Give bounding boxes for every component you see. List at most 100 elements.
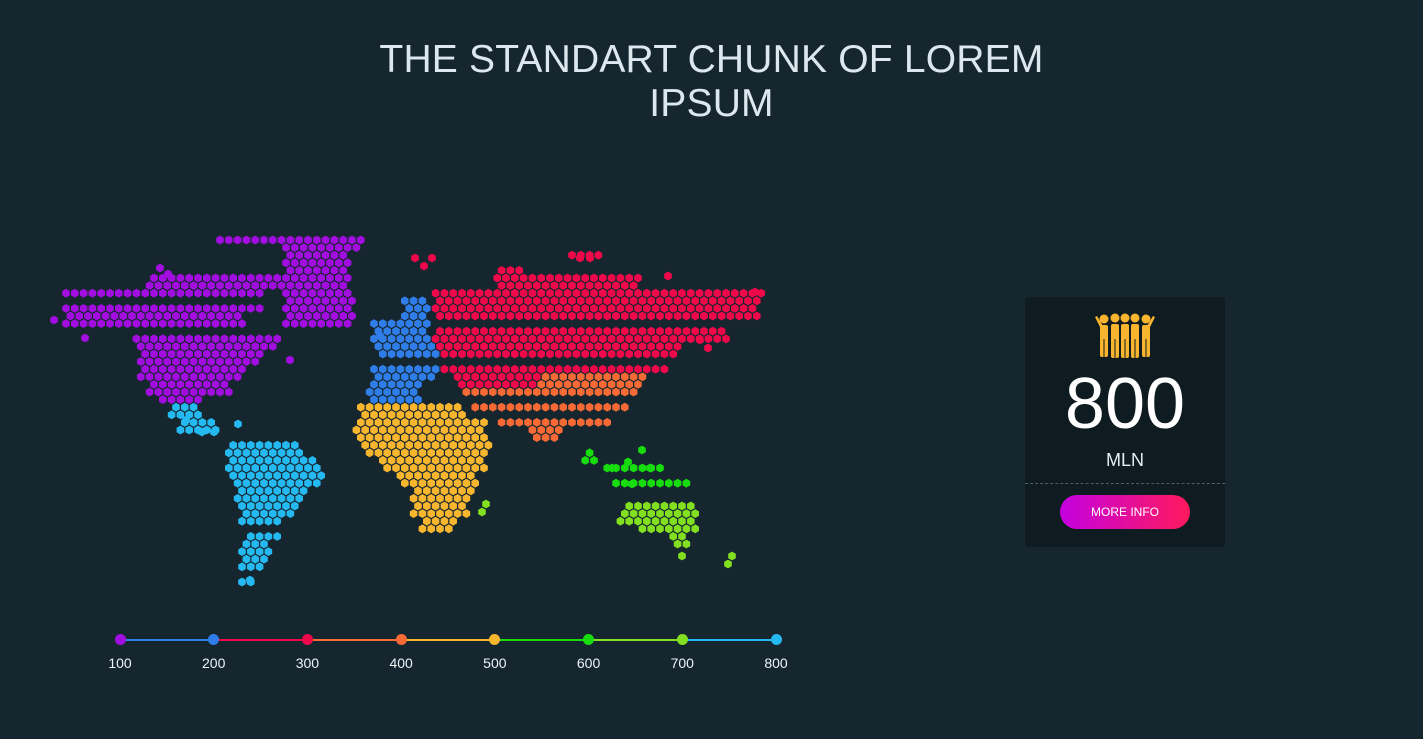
- map-hex-russia-asia: [581, 304, 589, 313]
- map-hex-south-america: [260, 494, 268, 503]
- map-hex-europe: [383, 326, 391, 336]
- map-hex-north-america: [220, 349, 229, 359]
- map-hex-russia-asia: [621, 281, 629, 290]
- map-hex-south-america: [198, 418, 207, 427]
- map-hex-north-america: [317, 258, 325, 268]
- map-hex-russia-asia: [731, 288, 739, 298]
- map-hex-australia: [634, 501, 642, 511]
- timeline-track-segment: [307, 638, 402, 641]
- map-hex-australia: [660, 501, 669, 511]
- map-hex-africa: [414, 425, 422, 435]
- map-hex-africa: [458, 440, 466, 450]
- map-hex-southeast-asia: [638, 478, 647, 488]
- map-hex-russia-asia: [502, 364, 510, 374]
- map-hex-north-america: [321, 266, 330, 275]
- timeline-label-600: 600: [576, 655, 601, 671]
- map-hex-russia-asia: [511, 380, 519, 389]
- map-hex-russia-asia: [634, 304, 642, 313]
- timeline-track-segment: [588, 638, 683, 641]
- map-hex-africa: [445, 433, 453, 442]
- map-hex-europe: [414, 364, 422, 374]
- map-hex-south-america: [286, 494, 295, 503]
- map-hex-australia: [724, 559, 732, 569]
- map-hex-north-america: [295, 235, 303, 245]
- timeline-point-400[interactable]: [395, 634, 407, 645]
- map-hex-africa: [458, 501, 466, 511]
- map-hex-russia-asia: [722, 334, 730, 344]
- map-hex-south-america: [242, 463, 251, 473]
- map-hex-europe: [401, 342, 409, 351]
- map-hex-russia-asia: [519, 349, 528, 359]
- map-hex-south-america: [238, 547, 246, 556]
- timeline-point-200[interactable]: [208, 634, 220, 645]
- map-hex-north-america: [128, 311, 136, 321]
- map-hex-north-america: [225, 281, 233, 290]
- map-hex-south-asia: [585, 372, 594, 382]
- map-hex-north-america: [185, 304, 193, 313]
- map-hex-australia: [669, 516, 677, 526]
- map-hex-south-america: [264, 547, 273, 556]
- map-hex-south-asia: [559, 418, 567, 427]
- map-hex-south-america: [251, 554, 259, 564]
- map-hex-russia-asia: [700, 296, 708, 306]
- map-hex-south-america: [242, 448, 251, 458]
- map-hex-africa: [436, 463, 444, 473]
- map-hex-russia-asia: [524, 326, 532, 336]
- map-hex-russia-asia: [629, 296, 638, 306]
- map-hex-europe: [383, 342, 391, 351]
- map-hex-europe: [392, 372, 400, 382]
- map-hex-europe: [401, 387, 409, 397]
- map-hex-south-america: [251, 494, 259, 503]
- map-hex-russia-asia: [493, 380, 501, 389]
- map-hex-africa: [458, 425, 466, 435]
- map-hex-russia-asia: [713, 304, 721, 313]
- map-hex-africa: [423, 440, 431, 450]
- map-hex-north-america: [291, 243, 299, 252]
- map-hex-russia-asia: [550, 281, 559, 290]
- map-hex-russia-asia: [717, 326, 726, 336]
- map-hex-north-america: [189, 281, 198, 290]
- map-hex-russia-asia: [467, 380, 475, 389]
- map-hex-north-america: [339, 281, 347, 290]
- map-hex-russia-asia: [726, 296, 735, 306]
- map-hex-north-america: [154, 342, 163, 351]
- timeline-point-100[interactable]: [114, 634, 126, 645]
- map-hex-north-america: [330, 311, 339, 321]
- map-hex-russia-asia: [528, 364, 537, 374]
- map-hex-europe: [392, 387, 400, 397]
- map-hex-north-america: [233, 357, 242, 366]
- map-hex-europe: [418, 342, 427, 351]
- map-hex-russia-asia: [528, 304, 537, 313]
- map-hex-south-america: [238, 562, 246, 572]
- map-hex-north-america: [260, 235, 268, 245]
- map-hex-south-america: [304, 478, 312, 488]
- map-hex-south-asia: [563, 380, 572, 389]
- map-hex-russia-asia: [651, 334, 660, 344]
- map-hex-russia-asia: [581, 349, 589, 359]
- map-hex-north-america: [50, 315, 58, 325]
- map-hex-south-asia: [462, 387, 471, 397]
- map-hex-north-america: [194, 395, 202, 404]
- map-hex-africa: [423, 471, 431, 480]
- timeline-point-700[interactable]: [676, 634, 688, 645]
- timeline-point-800[interactable]: [770, 634, 782, 645]
- timeline-point-500[interactable]: [489, 634, 501, 645]
- map-hex-russia-asia: [607, 304, 616, 313]
- map-hex-russia-asia: [629, 342, 638, 351]
- more-info-button[interactable]: MORE INFO: [1060, 495, 1190, 529]
- map-hex-north-america: [304, 296, 312, 306]
- timeline-point-600[interactable]: [583, 634, 595, 645]
- map-hex-russia-asia: [431, 334, 440, 344]
- map-hex-africa: [405, 471, 413, 480]
- map-hex-south-america: [304, 463, 312, 473]
- map-hex-russia-asia: [436, 326, 444, 336]
- map-hex-russia-asia: [475, 288, 484, 298]
- map-hex-north-america: [247, 334, 255, 344]
- map-hex-north-america: [317, 243, 325, 252]
- map-hex-north-america: [123, 304, 132, 313]
- timeline-point-300[interactable]: [301, 634, 313, 645]
- map-hex-north-america: [308, 319, 317, 328]
- map-hex-europe: [387, 319, 396, 328]
- map-hex-australia: [638, 524, 647, 534]
